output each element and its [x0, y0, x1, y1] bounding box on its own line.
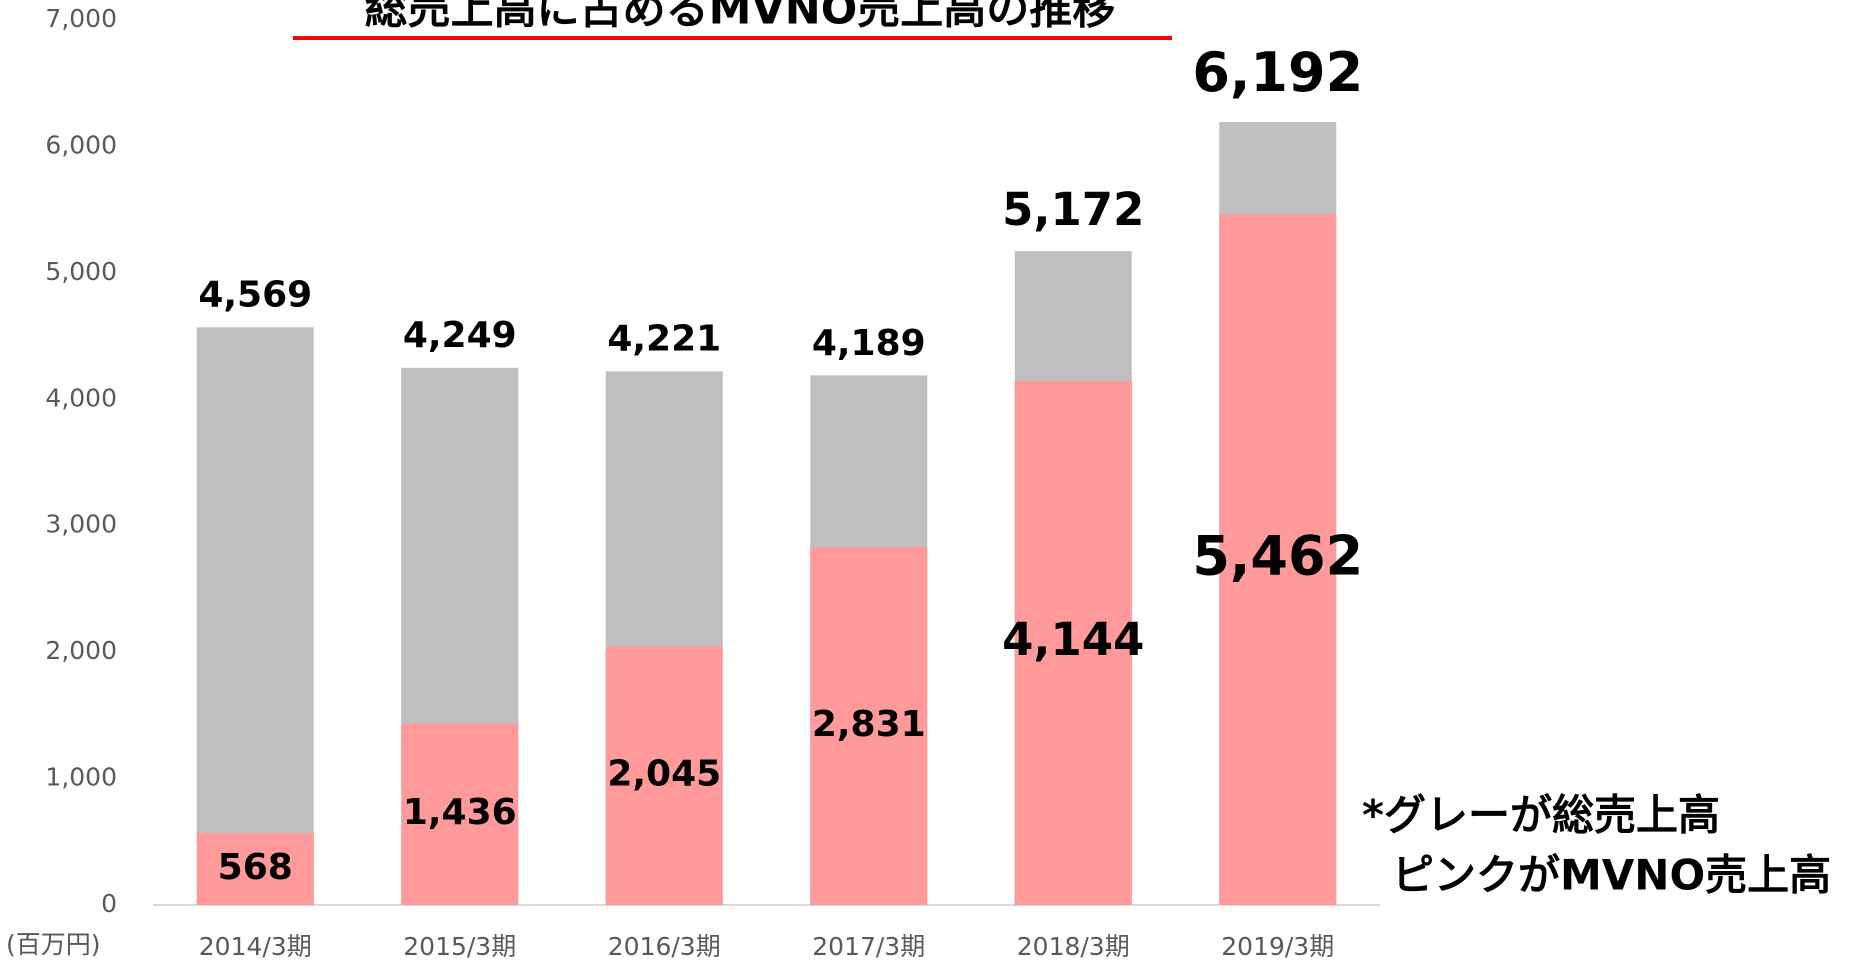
bar	[810, 547, 928, 905]
y-tick-label: 5,000	[45, 257, 117, 286]
bar	[1014, 381, 1132, 906]
data-label: 2,045	[607, 754, 721, 795]
y-tick-label: 1,000	[45, 763, 117, 792]
data-label: 5,172	[1002, 183, 1144, 236]
data-label: 4,144	[1002, 613, 1144, 666]
annotation: *グレーが総売上高	[1362, 791, 1720, 840]
y-tick-label: 6,000	[45, 130, 117, 159]
bar	[401, 723, 519, 905]
data-label: 4,249	[403, 315, 517, 356]
data-label: 4,189	[812, 323, 926, 364]
data-label: 6,192	[1192, 41, 1363, 104]
bar	[196, 327, 314, 905]
chart-title: 総売上高に占めるMVNO売上高の推移	[365, 0, 1116, 35]
data-label: 4,221	[607, 319, 721, 360]
data-label: 4,569	[198, 275, 312, 316]
x-tick-label: 2018/3期	[1017, 932, 1130, 960]
data-label: 1,436	[403, 792, 517, 833]
y-tick-label: 0	[101, 889, 117, 918]
y-tick-label: 7,000	[45, 4, 117, 33]
bar	[1219, 214, 1337, 905]
x-tick-label: 2019/3期	[1221, 932, 1334, 960]
x-tick-label: 2016/3期	[608, 932, 721, 960]
x-tick-label: 2017/3期	[812, 932, 925, 960]
y-tick-label: 3,000	[45, 510, 117, 539]
data-label: 568	[218, 847, 293, 888]
annotation: ピンクがMVNO売上高	[1392, 851, 1831, 900]
y-tick-label: 2,000	[45, 636, 117, 665]
x-tick-label: 2015/3期	[403, 932, 516, 960]
data-label: 5,462	[1192, 524, 1363, 587]
x-tick-label: 2014/3期	[199, 932, 312, 960]
y-tick-label: 4,000	[45, 383, 117, 412]
unit-label: (百万円)	[6, 930, 101, 959]
bar	[196, 833, 314, 905]
bar	[605, 646, 723, 905]
data-label: 2,831	[812, 704, 926, 745]
